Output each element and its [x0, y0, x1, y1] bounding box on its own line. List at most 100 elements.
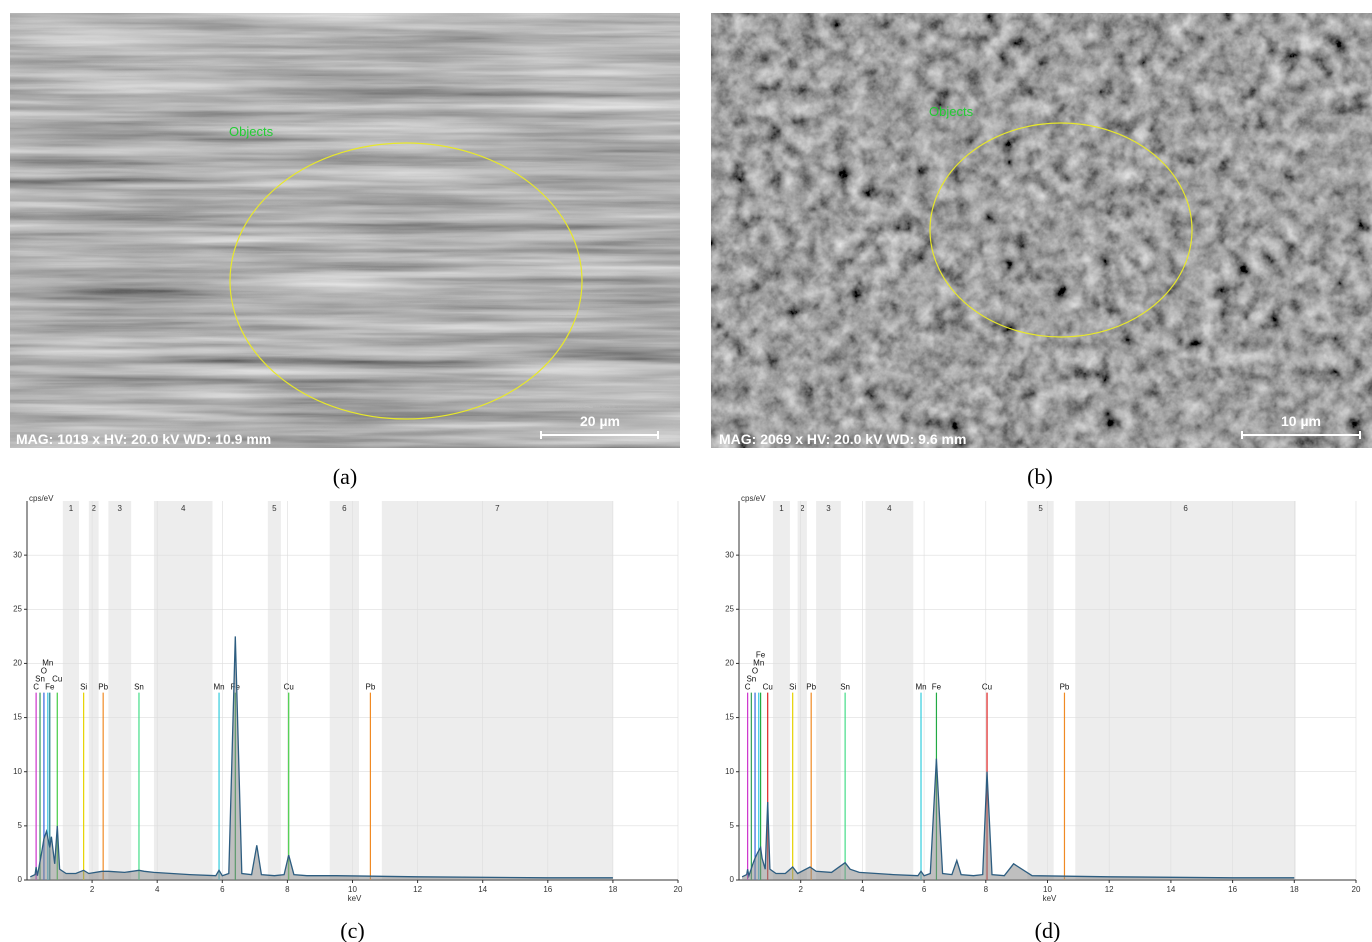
region [267, 501, 281, 880]
element-label: Pb [1060, 683, 1070, 692]
element-label: O [41, 667, 47, 676]
y-tick-label: 25 [725, 604, 734, 613]
region-label: 2 [92, 504, 97, 513]
y-tick-label: 5 [18, 821, 23, 830]
region [153, 501, 213, 880]
y-tick-label: 30 [13, 550, 22, 559]
x-tick-label: 18 [1290, 885, 1299, 894]
region-label: 3 [826, 504, 831, 513]
image-texture [10, 13, 680, 448]
y-tick-label: 10 [725, 767, 734, 776]
element-label: Si [789, 683, 796, 692]
region-label: 1 [779, 504, 784, 513]
region [865, 501, 914, 880]
element-label: Pb [98, 683, 108, 692]
x-tick-label: 20 [674, 885, 683, 894]
element-label: Pb [806, 683, 816, 692]
element-label: Fe [756, 651, 766, 660]
element-label: Si [80, 683, 87, 692]
x-tick-label: 10 [348, 885, 357, 894]
element-label: Mn [42, 659, 53, 668]
selection-ellipse [929, 122, 1193, 338]
element-label: C [33, 683, 39, 692]
x-tick-label: 4 [155, 885, 160, 894]
region [108, 501, 132, 880]
sem-image-a: Objects MAG: 1019 x HV: 20.0 kV WD: 10.9… [10, 13, 680, 489]
x-tick-label: 20 [1352, 885, 1361, 894]
x-tick-label: 18 [608, 885, 617, 894]
y-tick-label: 5 [730, 821, 735, 830]
element-label: Sn [134, 683, 144, 692]
region-label: 2 [800, 504, 805, 513]
x-tick-label: 2 [798, 885, 803, 894]
scale-bar [540, 431, 659, 439]
y-tick-label: 25 [13, 604, 22, 613]
element-label: Sn [35, 675, 45, 684]
region [381, 501, 613, 880]
region-label: 7 [495, 504, 500, 513]
element-label: Fe [932, 683, 942, 692]
y-tick-label: 15 [13, 713, 22, 722]
region [62, 501, 80, 880]
x-tick-label: 16 [543, 885, 552, 894]
region [329, 501, 360, 880]
region-label: 1 [69, 504, 74, 513]
x-tick-label: 10 [1043, 885, 1052, 894]
y-tick-label: 30 [725, 550, 734, 559]
element-label: Sn [840, 683, 850, 692]
x-tick-label: 8 [984, 885, 989, 894]
selection-ellipse [229, 142, 583, 420]
x-axis-label: keV [348, 894, 362, 903]
y-tick-label: 20 [725, 659, 734, 668]
region-label: 5 [1038, 504, 1043, 513]
region-label: 3 [118, 504, 123, 513]
caption: (b) [1027, 464, 1053, 489]
sem-image-b: Objects MAG: 2069 x HV: 20.0 kV WD: 9.6 … [711, 13, 1372, 489]
caption: (a) [333, 464, 357, 489]
region [797, 501, 807, 880]
image-info: MAG: 1019 x HV: 20.0 kV WD: 10.9 mm [16, 431, 271, 447]
x-tick-label: 6 [922, 885, 927, 894]
x-tick-label: 16 [1228, 885, 1237, 894]
x-tick-label: 14 [1166, 885, 1175, 894]
spectrum-line [30, 636, 613, 879]
region-label: 5 [272, 504, 277, 513]
x-tick-label: 4 [860, 885, 865, 894]
scale-bar-label: 10 µm [1281, 413, 1321, 429]
image-info: MAG: 2069 x HV: 20.0 kV WD: 9.6 mm [719, 431, 966, 447]
region [816, 501, 841, 880]
caption: (c) [340, 918, 364, 942]
x-axis-label: keV [1043, 894, 1057, 903]
element-label: C [745, 683, 751, 692]
spectrum-line [741, 758, 1295, 879]
x-tick-label: 2 [90, 885, 95, 894]
region-label: 4 [887, 504, 892, 513]
region [1027, 501, 1054, 880]
element-label: Mn [753, 659, 764, 668]
region [1075, 501, 1296, 880]
region [88, 501, 99, 880]
y-axis-label: cps/eV [29, 494, 54, 503]
y-tick-label: 15 [725, 713, 734, 722]
element-label: Sn [746, 675, 756, 684]
y-tick-label: 0 [18, 875, 23, 884]
element-label: Cu [982, 683, 992, 692]
element-label: Fe [45, 683, 55, 692]
y-tick-label: 10 [13, 767, 22, 776]
scale-bar-label: 20 µm [580, 413, 620, 429]
caption: (d) [1035, 918, 1061, 942]
x-tick-label: 8 [285, 885, 290, 894]
region-label: 6 [1183, 504, 1188, 513]
element-label: Cu [284, 683, 294, 692]
element-label: Cu [763, 683, 773, 692]
element-label: Mn [213, 683, 224, 692]
annotation: Objects [229, 124, 274, 139]
y-tick-label: 0 [730, 875, 735, 884]
x-tick-label: 12 [1105, 885, 1114, 894]
region [772, 501, 790, 880]
element-label: O [752, 667, 758, 676]
y-axis-label: cps/eV [741, 494, 766, 503]
x-tick-label: 14 [478, 885, 487, 894]
